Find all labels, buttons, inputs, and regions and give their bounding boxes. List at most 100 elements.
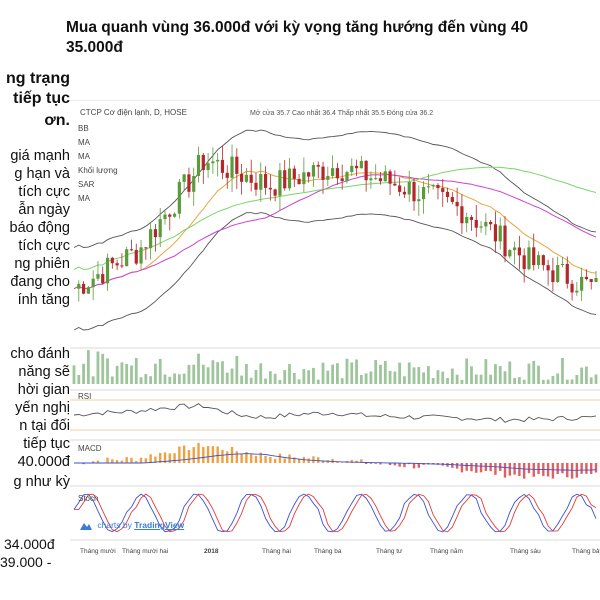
candle-body bbox=[225, 172, 229, 178]
volume-bar bbox=[422, 372, 425, 384]
candle-body bbox=[311, 165, 316, 177]
candle-body bbox=[565, 263, 569, 284]
candle-body bbox=[134, 249, 138, 264]
volume-bar bbox=[283, 370, 287, 384]
macd-histogram-bar bbox=[594, 463, 598, 473]
macd-histogram-bar bbox=[187, 450, 191, 463]
text-fragment: tiếp tục bbox=[23, 436, 70, 452]
volume-bar bbox=[455, 374, 459, 384]
macd-histogram-bar bbox=[111, 459, 114, 463]
macd-histogram-bar bbox=[470, 463, 473, 472]
volume-bar bbox=[369, 371, 373, 384]
candle-body bbox=[316, 165, 320, 167]
candle-body bbox=[503, 225, 507, 257]
macd-histogram-bar bbox=[192, 447, 195, 463]
volume-bar bbox=[197, 353, 200, 384]
tradingview-icon bbox=[80, 523, 92, 531]
macd-histogram-bar bbox=[398, 463, 401, 467]
volume-bar bbox=[106, 358, 109, 384]
macd-histogram-bar bbox=[182, 445, 186, 463]
volume-bar bbox=[177, 374, 181, 384]
volume-bar bbox=[537, 365, 540, 384]
volume-bar bbox=[168, 376, 172, 384]
volume-bar bbox=[216, 362, 220, 384]
text-fragment: ẫn ngày bbox=[18, 202, 70, 218]
macd-histogram-bar bbox=[202, 447, 205, 463]
tradingview-watermark[interactable]: charts by TradingView bbox=[80, 520, 184, 531]
indicator-label[interactable]: Khối lượng bbox=[78, 166, 118, 175]
text-fragment: 40.000đ bbox=[17, 454, 70, 470]
macd-histogram-bar bbox=[235, 451, 239, 463]
volume-bar bbox=[403, 376, 406, 384]
volume-bar bbox=[508, 361, 512, 384]
candle-body bbox=[326, 175, 330, 180]
candle-body bbox=[393, 183, 397, 186]
indicator-label[interactable]: MA bbox=[78, 194, 90, 203]
volume-bar bbox=[393, 371, 397, 384]
macd-histogram-bar bbox=[278, 453, 282, 463]
macd-histogram-bar bbox=[91, 461, 95, 463]
candle-body bbox=[489, 221, 493, 225]
macd-histogram-bar bbox=[264, 455, 267, 463]
volume-bar bbox=[192, 364, 196, 384]
macd-histogram-bar bbox=[106, 457, 109, 463]
macd-histogram-bar bbox=[259, 452, 262, 463]
candle-body bbox=[493, 224, 498, 242]
candle-body bbox=[556, 264, 560, 283]
candle-body bbox=[450, 197, 454, 202]
candle-body bbox=[153, 229, 158, 238]
indicator-label[interactable]: MA bbox=[78, 138, 90, 147]
candle-body bbox=[584, 276, 589, 280]
candle-body bbox=[196, 154, 201, 177]
volume-bar bbox=[561, 358, 564, 384]
text-fragment: tích cực bbox=[18, 184, 70, 200]
candle-body bbox=[149, 229, 153, 249]
candle-body bbox=[551, 270, 555, 283]
macd-histogram-bar bbox=[331, 458, 334, 463]
candle-body bbox=[484, 221, 488, 227]
macd-histogram-bar bbox=[125, 457, 128, 463]
text-fragment: đang cho bbox=[10, 274, 70, 290]
candle-body bbox=[378, 178, 383, 182]
bollinger-upper bbox=[73, 129, 597, 248]
volume-bar bbox=[494, 364, 497, 384]
volume-bar bbox=[115, 365, 119, 384]
macd-histogram-bar bbox=[221, 449, 224, 463]
macd-histogram-bar bbox=[173, 453, 176, 463]
candle-body bbox=[402, 191, 407, 195]
macd-histogram-bar bbox=[115, 460, 119, 463]
chart-canvas[interactable]: Tháng mười Tháng mười hai 2018 Tháng hai Thá… bbox=[70, 99, 600, 560]
indicator-label[interactable]: MA bbox=[78, 152, 90, 161]
text-fragment: cho đánh bbox=[10, 346, 70, 362]
stock-chart[interactable]: Tháng mười Tháng mười hai 2018 Tháng hai Thá… bbox=[70, 99, 600, 560]
macd-histogram-bar bbox=[508, 463, 511, 476]
candle-body bbox=[445, 191, 450, 198]
candle-body bbox=[580, 276, 584, 291]
indicator-label[interactable]: SAR bbox=[78, 180, 95, 189]
candle-body bbox=[192, 176, 196, 192]
volume-bar bbox=[465, 358, 469, 384]
rsi-line bbox=[73, 403, 597, 423]
macd-histogram-bar bbox=[139, 457, 143, 463]
indicator-label[interactable]: BB bbox=[78, 124, 89, 133]
volume-bar bbox=[235, 355, 239, 384]
candle-body bbox=[354, 165, 359, 169]
stoch-d-line bbox=[74, 493, 597, 533]
macd-histogram-bar bbox=[130, 457, 133, 463]
volume-bar bbox=[225, 372, 229, 384]
macd-histogram-bar bbox=[254, 455, 258, 463]
candle-body bbox=[77, 283, 81, 289]
candle-body bbox=[335, 168, 339, 179]
macd-histogram-bar bbox=[297, 459, 301, 463]
candle-body bbox=[398, 185, 402, 192]
macd-histogram-bar bbox=[527, 463, 531, 474]
volume-bar bbox=[302, 369, 306, 384]
macd-histogram-bar bbox=[230, 446, 234, 463]
volume-bar bbox=[541, 379, 545, 384]
panel-label-rsi: RSI bbox=[78, 392, 92, 401]
candle-body bbox=[417, 199, 421, 202]
candle-body bbox=[244, 174, 249, 182]
candle-body bbox=[216, 159, 220, 162]
candle-body bbox=[532, 247, 536, 266]
x-tick-label: Tháng hai bbox=[262, 548, 291, 555]
